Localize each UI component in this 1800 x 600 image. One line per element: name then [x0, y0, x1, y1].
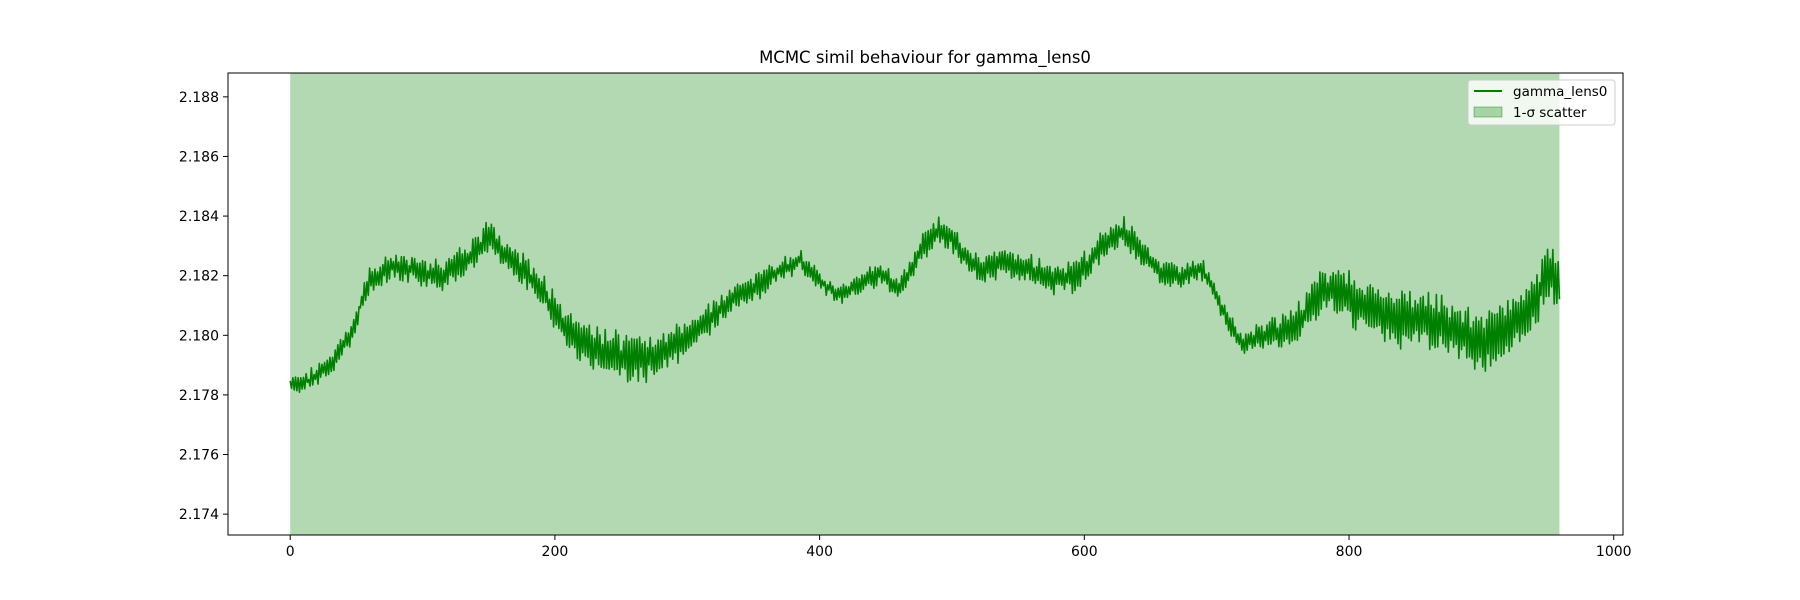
trace-line [289, 215, 1561, 394]
y-axis: 2.174 2.176 2.178 2.180 2.182 2.184 2.186 2.188 [179, 90, 228, 523]
x-tick-label: 600 [1071, 544, 1098, 560]
x-tick-label: 800 [1336, 544, 1363, 560]
y-tick-label: 2.188 [179, 90, 219, 106]
y-tick-label: 2.180 [179, 328, 219, 344]
chart-title: MCMC simil behaviour for gamma_lens0 [759, 48, 1091, 68]
x-tick-label: 1000 [1596, 544, 1632, 560]
legend-box [1467, 79, 1616, 126]
plot-frame [227, 72, 1624, 536]
trace-line-layer [289, 215, 1561, 394]
x-axis: 0 200 400 600 800 1000 [286, 535, 1632, 560]
y-tick-label: 2.174 [179, 507, 219, 523]
x-tick-label: 0 [286, 544, 295, 560]
y-tick-label: 2.186 [179, 149, 219, 165]
legend-band-swatch [1473, 106, 1503, 118]
y-tick-label: 2.176 [179, 448, 219, 464]
y-tick-label: 2.184 [179, 209, 219, 225]
legend: gamma_lens0 1-σ scatter [1467, 79, 1616, 126]
y-tick-label: 2.182 [179, 269, 219, 285]
y-tick-label: 2.178 [179, 388, 219, 404]
legend-label-line: gamma_lens0 [1513, 84, 1607, 100]
legend-label-band: 1-σ scatter [1513, 105, 1587, 121]
x-tick-label: 400 [806, 544, 833, 560]
x-tick-label: 200 [542, 544, 569, 560]
